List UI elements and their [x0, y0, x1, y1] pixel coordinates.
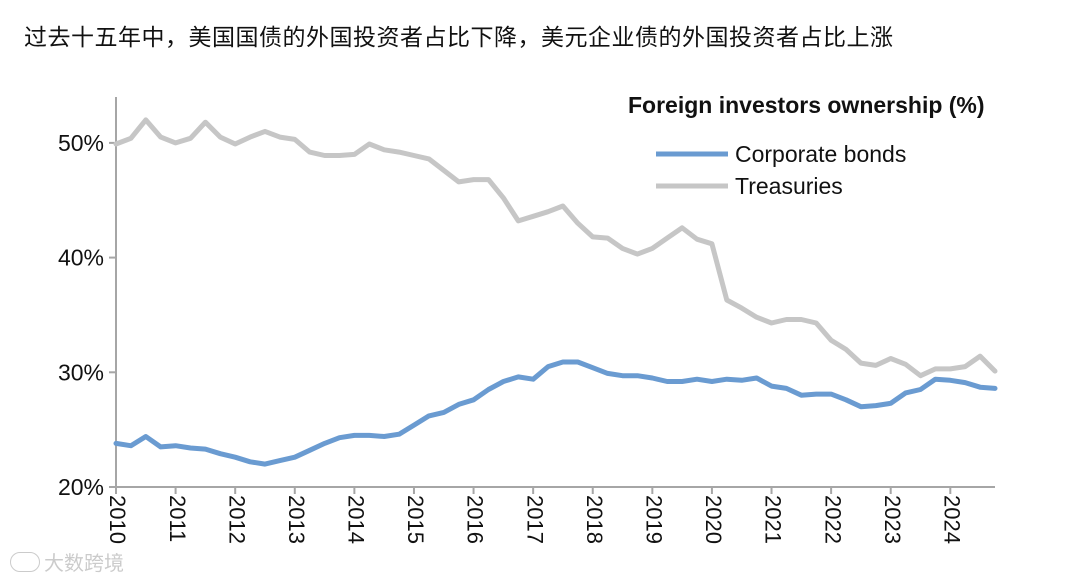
- x-tick-label: 2019: [642, 495, 667, 544]
- x-tick-label: 2017: [522, 495, 547, 544]
- x-tick-label: 2014: [344, 495, 369, 544]
- x-tick-label: 2012: [224, 495, 249, 544]
- x-tick-label: 2013: [284, 495, 309, 544]
- x-tick-label: 2022: [820, 495, 845, 544]
- y-tick-label: 50%: [58, 130, 104, 156]
- x-tick-label: 2018: [582, 495, 607, 544]
- chart-headline: 过去十五年中，美国国债的外国投资者占比下降，美元企业债的外国投资者占比上涨: [24, 25, 894, 51]
- legend-label-treasuries: Treasuries: [735, 173, 843, 199]
- y-tick-label: 30%: [58, 359, 104, 385]
- x-tick-label: 2015: [403, 495, 428, 544]
- x-tick-label: 2023: [880, 495, 905, 544]
- x-tick-label: 2011: [165, 495, 190, 542]
- x-tick-label: 2020: [701, 495, 726, 544]
- watermark-text: 大数跨境: [44, 551, 124, 575]
- watermark-logo-icon: [10, 551, 40, 572]
- legend-label-corporate-bonds: Corporate bonds: [735, 141, 906, 167]
- y-tick-label: 20%: [58, 474, 104, 500]
- legend-title: Foreign investors ownership (%): [628, 92, 985, 118]
- x-tick-label: 2016: [463, 495, 488, 544]
- x-tick-label: 2010: [105, 495, 130, 544]
- series-line-treasuries: [113, 117, 998, 379]
- x-tick-label: 2024: [939, 495, 964, 544]
- y-tick-label: 40%: [58, 245, 104, 271]
- watermark: 大数跨境: [10, 547, 124, 576]
- x-tick-label: 2021: [761, 495, 786, 544]
- series-line-corporate-bonds: [113, 359, 998, 467]
